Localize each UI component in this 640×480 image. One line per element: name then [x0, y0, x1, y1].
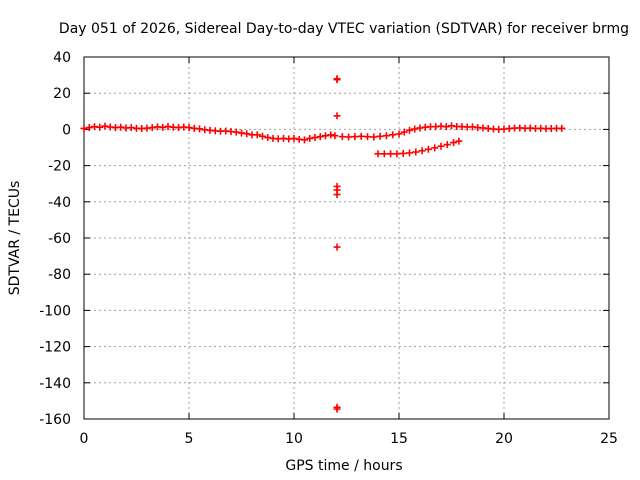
data-point	[290, 134, 298, 142]
data-point	[364, 133, 371, 141]
data-point	[85, 124, 93, 132]
x-tick-label: 25	[600, 431, 618, 447]
x-tick-label: 15	[390, 431, 408, 447]
data-point	[374, 150, 382, 158]
y-tick-label: -80	[48, 267, 71, 283]
chart-title: Day 051 of 2026, Sidereal Day-to-day VTE…	[59, 21, 629, 37]
x-axis-label: GPS time / hours	[285, 458, 402, 474]
data-point	[331, 132, 339, 140]
x-tick-label: 20	[495, 431, 513, 447]
data-point	[196, 125, 203, 133]
data-point	[395, 130, 403, 138]
data-point	[380, 150, 388, 158]
grid-lines	[84, 57, 609, 419]
data-point	[316, 133, 324, 141]
data-point	[80, 124, 88, 132]
y-tick-label: -60	[48, 231, 71, 247]
data-point	[437, 142, 445, 150]
data-point	[322, 132, 329, 140]
x-tick-labels: 0 5 10 15 20 25	[80, 431, 618, 447]
data-point	[253, 131, 261, 139]
plot-frame	[83, 56, 610, 420]
y-tick-labels: 40 20 0 -20 -40 -60 -80 -100 -120 -140 -160	[39, 50, 71, 428]
data-series-sdtvar	[80, 75, 566, 413]
data-point	[431, 144, 439, 152]
data-point	[357, 132, 365, 140]
data-point	[387, 150, 395, 158]
data-point	[424, 145, 432, 153]
y-tick-label: -160	[39, 412, 71, 428]
data-point	[382, 132, 390, 140]
data-point	[301, 136, 308, 144]
data-point	[333, 243, 341, 251]
y-tick-label: 40	[53, 50, 71, 66]
data-point	[159, 123, 167, 131]
data-point	[393, 150, 401, 158]
data-point	[376, 132, 384, 140]
data-point	[345, 133, 353, 141]
y-tick-label: 0	[62, 122, 71, 138]
data-point	[450, 139, 458, 147]
data-point	[327, 131, 335, 139]
data-point	[558, 124, 566, 132]
data-point	[399, 149, 407, 157]
data-point	[264, 134, 272, 142]
data-point	[333, 76, 341, 84]
data-point	[243, 130, 251, 138]
data-point	[411, 125, 419, 133]
data-point	[406, 126, 413, 134]
data-point	[311, 134, 319, 142]
data-point	[306, 134, 314, 142]
data-point	[418, 147, 426, 155]
data-point	[406, 149, 413, 157]
x-tick-label: 0	[80, 431, 89, 447]
data-point	[443, 141, 451, 149]
data-point	[232, 128, 240, 136]
y-tick-label: -40	[48, 195, 71, 211]
y-tick-label: -20	[48, 159, 71, 175]
y-tick-label: -140	[39, 376, 71, 392]
data-point	[400, 128, 408, 136]
data-point	[333, 191, 341, 199]
x-tick-label: 10	[285, 431, 303, 447]
data-point	[101, 122, 109, 130]
data-point	[412, 148, 420, 156]
data-point	[455, 137, 463, 145]
y-tick-label: -100	[39, 303, 71, 319]
data-point	[259, 132, 266, 140]
data-point	[338, 133, 346, 141]
data-point	[333, 405, 341, 413]
data-point	[333, 112, 341, 120]
y-axis-label: SDTVAR / TECUs	[7, 181, 23, 296]
x-tick-label: 5	[185, 431, 194, 447]
data-point	[370, 133, 378, 141]
data-point	[389, 131, 397, 139]
data-point	[96, 123, 104, 131]
data-point	[351, 133, 359, 141]
y-tick-label: 20	[53, 86, 71, 102]
data-point	[442, 123, 450, 131]
y-tick-label: -120	[39, 340, 71, 356]
